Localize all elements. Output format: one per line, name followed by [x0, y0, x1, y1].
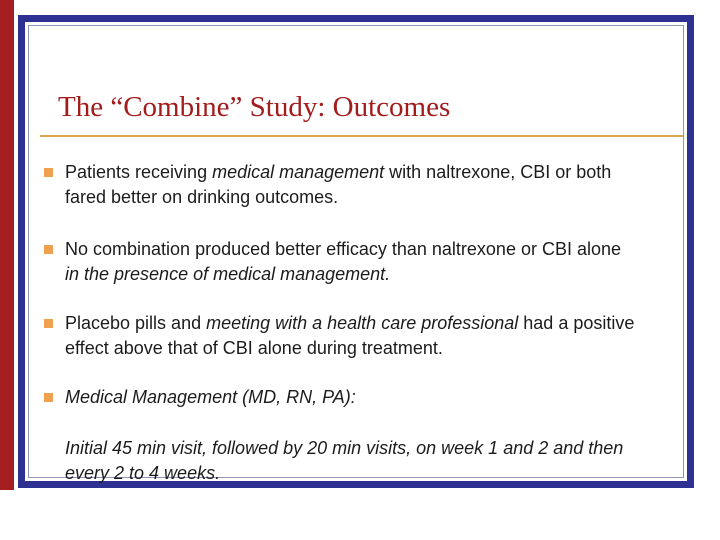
footnote-paragraph: Initial 45 min visit, followed by 20 min… [65, 436, 623, 486]
bullet-text-segment-italic: in the presence of medical management. [65, 264, 391, 284]
footnote-text-segment: Initial 45 min visit, followed by 20 min… [65, 438, 624, 458]
bullet-square-icon [44, 319, 53, 328]
footnote-line-1: Initial 45 min visit, followed by 20 min… [65, 436, 623, 461]
bullet-item-1: Patients receiving medical management wi… [44, 160, 611, 210]
slide-frame-inner-line [28, 25, 684, 478]
bullet-text-segment-italic: meeting with a health care professional [206, 313, 519, 333]
bullet-item-2: No combination produced better efficacy … [44, 237, 621, 287]
bullet-item-3: Placebo pills and meeting with a health … [44, 311, 634, 361]
bullet-item-4: Medical Management (MD, RN, PA): [44, 385, 356, 410]
bullet-3-line-2: effect above that of CBI alone during tr… [65, 336, 634, 361]
bullet-text-segment-italic: Medical Management (MD, RN, PA): [65, 387, 356, 407]
bullet-square-icon [44, 168, 53, 177]
footnote-line-2: every 2 to 4 weeks. [65, 461, 623, 486]
slide-frame [18, 15, 694, 488]
title-underline-rule [40, 135, 683, 137]
bullet-4-line-1: Medical Management (MD, RN, PA): [65, 385, 356, 410]
bullet-text-segment-italic: medical management [212, 162, 385, 182]
bullet-square-icon [44, 245, 53, 254]
footnote-text-segment: every 2 to 4 weeks. [65, 463, 221, 483]
bullet-2-line-1: No combination produced better efficacy … [65, 237, 621, 262]
bullet-text-segment: No combination produced better efficacy … [65, 239, 622, 259]
bullet-text-segment: fared better on drinking outcomes. [65, 187, 339, 207]
bullet-square-icon [44, 393, 53, 402]
left-accent-bar [0, 0, 14, 490]
bullet-2-line-2: in the presence of medical management. [65, 262, 621, 287]
bullet-text-segment: Placebo pills and [65, 313, 207, 333]
slide-title: The “Combine” Study: Outcomes [58, 91, 451, 123]
bullet-text-segment: had a positive [518, 313, 635, 333]
bullet-1-line-2: fared better on drinking outcomes. [65, 185, 611, 210]
bullet-1-line-1: Patients receiving medical management wi… [65, 160, 611, 185]
bullet-3-line-1: Placebo pills and meeting with a health … [65, 311, 634, 336]
bullet-text-segment: with naltrexone, CBI or both [384, 162, 612, 182]
bullet-text-segment: Patients receiving [65, 162, 213, 182]
bullet-text-segment: effect above that of CBI alone during tr… [65, 338, 443, 358]
